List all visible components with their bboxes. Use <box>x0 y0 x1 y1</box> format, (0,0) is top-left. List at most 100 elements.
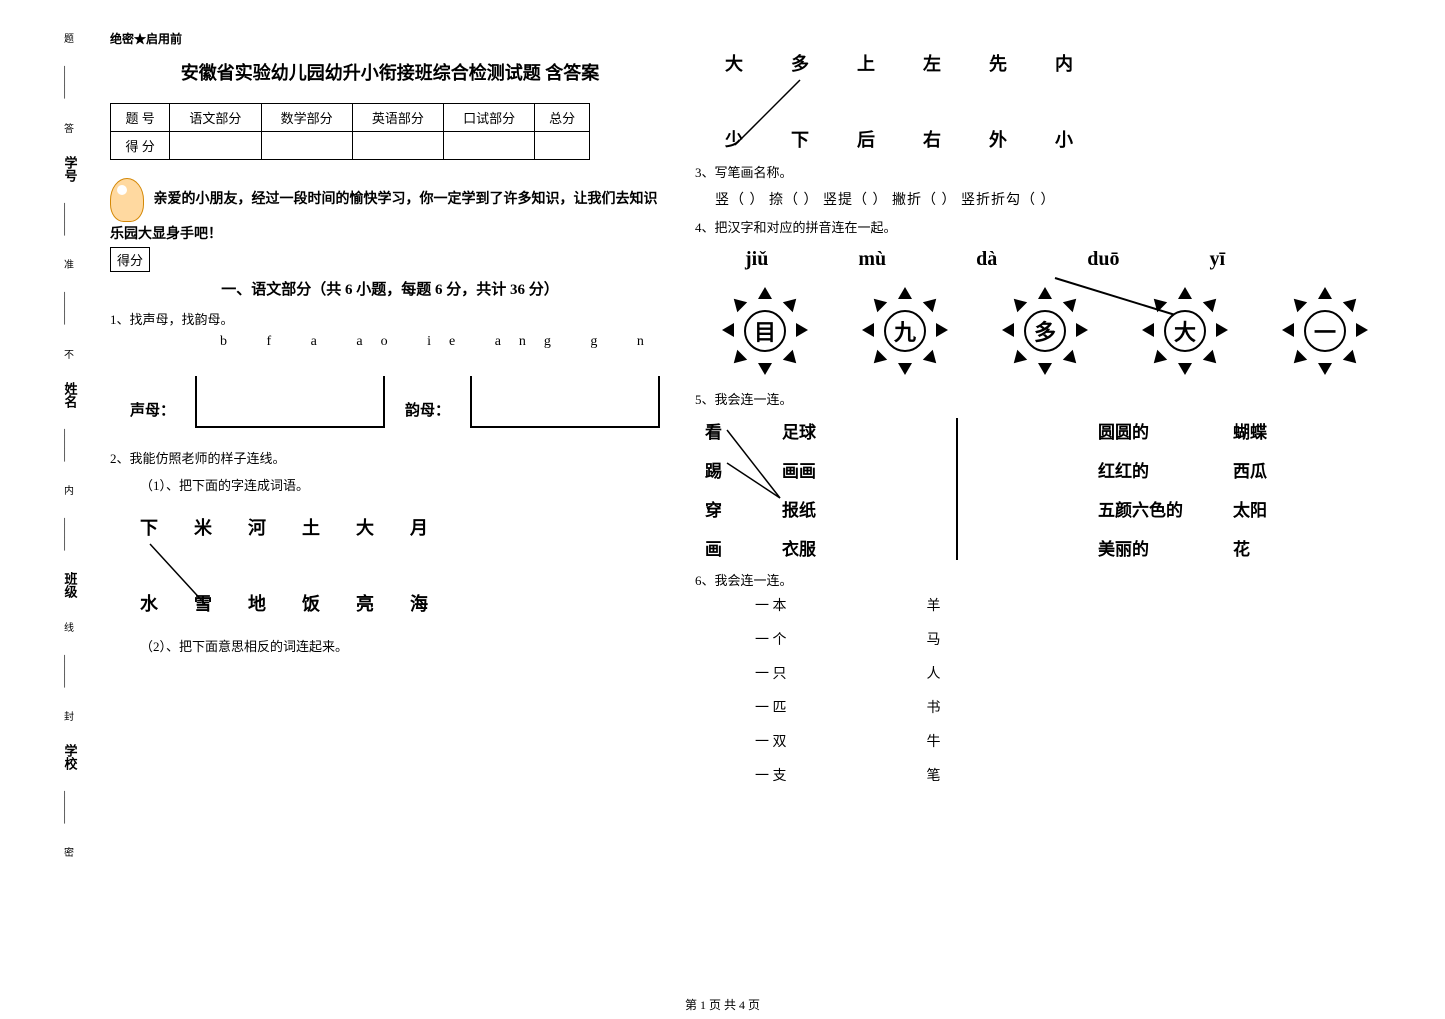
side-label: 班级 <box>61 572 80 598</box>
seal-word: 答 <box>64 120 76 135</box>
char: 目 <box>744 310 786 352</box>
char: 水 <box>140 590 158 616</box>
score-col: 题 号 <box>111 104 170 132</box>
sun-char: 大 <box>1145 291 1225 371</box>
char: 少 <box>725 126 743 152</box>
classifier: 一 支 <box>755 765 787 785</box>
q2-pair-block: 下 米 河 土 大 月 水 雪 地 饭 亮 海 <box>110 514 670 616</box>
q6-row: 一 个马 <box>755 629 1395 649</box>
pinyin: dà <box>976 248 997 271</box>
q6-title: 6、我会连一连。 <box>695 570 1395 589</box>
word: 画 <box>705 535 722 560</box>
q4-block: jiǔ mù dà duō yī 目 <box>695 248 1395 371</box>
vertical-divider <box>956 418 958 560</box>
pinyin: mù <box>858 248 886 271</box>
q2-sub2: （2）、把下面意思相反的词连起来。 <box>140 636 670 655</box>
char: 下 <box>791 126 809 152</box>
q4-title: 4、把汉字和对应的拼音连在一起。 <box>695 217 1395 236</box>
char: 饭 <box>302 590 320 616</box>
noun: 人 <box>927 663 941 683</box>
char: 一 <box>1304 310 1346 352</box>
word: 穿 <box>705 496 722 521</box>
char: 海 <box>410 590 428 616</box>
sun-char: 多 <box>1005 291 1085 371</box>
char: 大 <box>1164 310 1206 352</box>
classifier: 一 个 <box>755 629 787 649</box>
word: 踢 <box>705 457 722 482</box>
q2-row2: 水 雪 地 饭 亮 海 <box>140 590 670 616</box>
score-cell <box>352 132 443 160</box>
word: 五颜六色的 <box>1098 496 1183 521</box>
classifier: 一 匹 <box>755 697 787 717</box>
classifier: 一 本 <box>755 595 787 615</box>
score-table: 题 号 语文部分 数学部分 英语部分 口试部分 总分 得 分 <box>110 103 590 160</box>
q6-row: 一 支笔 <box>755 765 1395 785</box>
word: 太阳 <box>1233 496 1267 521</box>
antonym-row1: 大 多 上 左 先 内 <box>725 50 1395 76</box>
q5-right-b: 蝴蝶 西瓜 太阳 花 <box>1233 418 1267 560</box>
score-cell <box>261 132 352 160</box>
kid-icon <box>110 178 144 222</box>
q4-chars: 目 九 <box>725 291 1395 371</box>
char: 九 <box>884 310 926 352</box>
sun-char: 目 <box>725 291 805 371</box>
side-label: 学校 <box>61 744 80 770</box>
char: 后 <box>857 126 875 152</box>
char: 下 <box>140 514 158 540</box>
score-row-label: 得 分 <box>111 132 170 160</box>
q2-sub1: （1）、把下面的字连成词语。 <box>140 475 670 494</box>
secret-tag: 绝密★启用前 <box>110 30 670 47</box>
noun: 马 <box>927 629 941 649</box>
q1-boxes: 声母： 韵母： <box>130 390 670 428</box>
intro-text: 亲爱的小朋友，经过一段时间的愉快学习，你一定学到了许多知识，让我们去知识乐园大显… <box>110 192 658 242</box>
score-col: 英语部分 <box>352 104 443 132</box>
word: 美丽的 <box>1098 535 1183 560</box>
q6-block: 一 本 羊 一 个 马 一 只 人 一 匹 书 一 双 牛 一 支笔 <box>695 595 1395 785</box>
sun-char: 九 <box>865 291 945 371</box>
shengmu-label: 声母： <box>130 399 175 420</box>
char: 大 <box>725 50 743 76</box>
q5-block: 看 踢 穿 画 足球 画画 报纸 衣服 圆圆的 红红的 五颜六色的 <box>705 418 1395 560</box>
char: 左 <box>923 50 941 76</box>
word: 红红的 <box>1098 457 1183 482</box>
word: 圆圆的 <box>1098 418 1183 443</box>
char: 小 <box>1055 126 1073 152</box>
q5-left-b: 足球 画画 报纸 衣服 <box>782 418 816 560</box>
score-col: 总分 <box>535 104 590 132</box>
noun: 书 <box>927 697 941 717</box>
section-title: 一、语文部分（共 6 小题，每题 6 分，共计 36 分） <box>110 278 670 299</box>
classifier: 一 只 <box>755 663 787 683</box>
char: 上 <box>857 50 875 76</box>
classifier: 一 双 <box>755 731 787 751</box>
char: 亮 <box>356 590 374 616</box>
antonym-row2: 少 下 后 右 外 小 <box>725 126 1395 152</box>
seal-word: 不 <box>64 346 76 361</box>
left-column: 绝密★启用前 安徽省实验幼儿园幼升小衔接班综合检测试题 含答案 题 号 语文部分… <box>110 30 670 661</box>
word: 报纸 <box>782 496 816 521</box>
score-col: 口试部分 <box>444 104 535 132</box>
score-col: 数学部分 <box>261 104 352 132</box>
word: 画画 <box>782 457 816 482</box>
shengmu-box <box>195 390 385 428</box>
q3-content: 竖（ ） 捺（ ） 竖提（ ） 撇折（ ） 竖折折勾（ ） <box>715 189 1395 209</box>
seal-word: 准 <box>64 256 76 271</box>
q6-row: 一 本羊 <box>755 595 1395 615</box>
word: 衣服 <box>782 535 816 560</box>
page-footer: 第 1 页 共 4 页 <box>0 996 1445 1013</box>
pinyin: duō <box>1087 248 1119 271</box>
seal-word: 密 <box>64 844 76 859</box>
seal-word: 线 <box>64 619 76 634</box>
pinyin: jiǔ <box>745 248 768 271</box>
char: 土 <box>302 514 320 540</box>
score-cell <box>535 132 590 160</box>
word: 花 <box>1233 535 1267 560</box>
noun: 羊 <box>927 595 941 615</box>
noun: 牛 <box>927 731 941 751</box>
char: 月 <box>410 514 428 540</box>
seal-word: 题 <box>64 30 76 45</box>
q2-row1: 下 米 河 土 大 月 <box>140 514 670 540</box>
char: 米 <box>194 514 212 540</box>
seal-word: 封 <box>64 708 76 723</box>
binding-margin: 题 _____ 答 学号 _____ 准 _____ 不 姓名 _____ 内 … <box>55 20 85 870</box>
sun-char: 一 <box>1285 291 1365 371</box>
